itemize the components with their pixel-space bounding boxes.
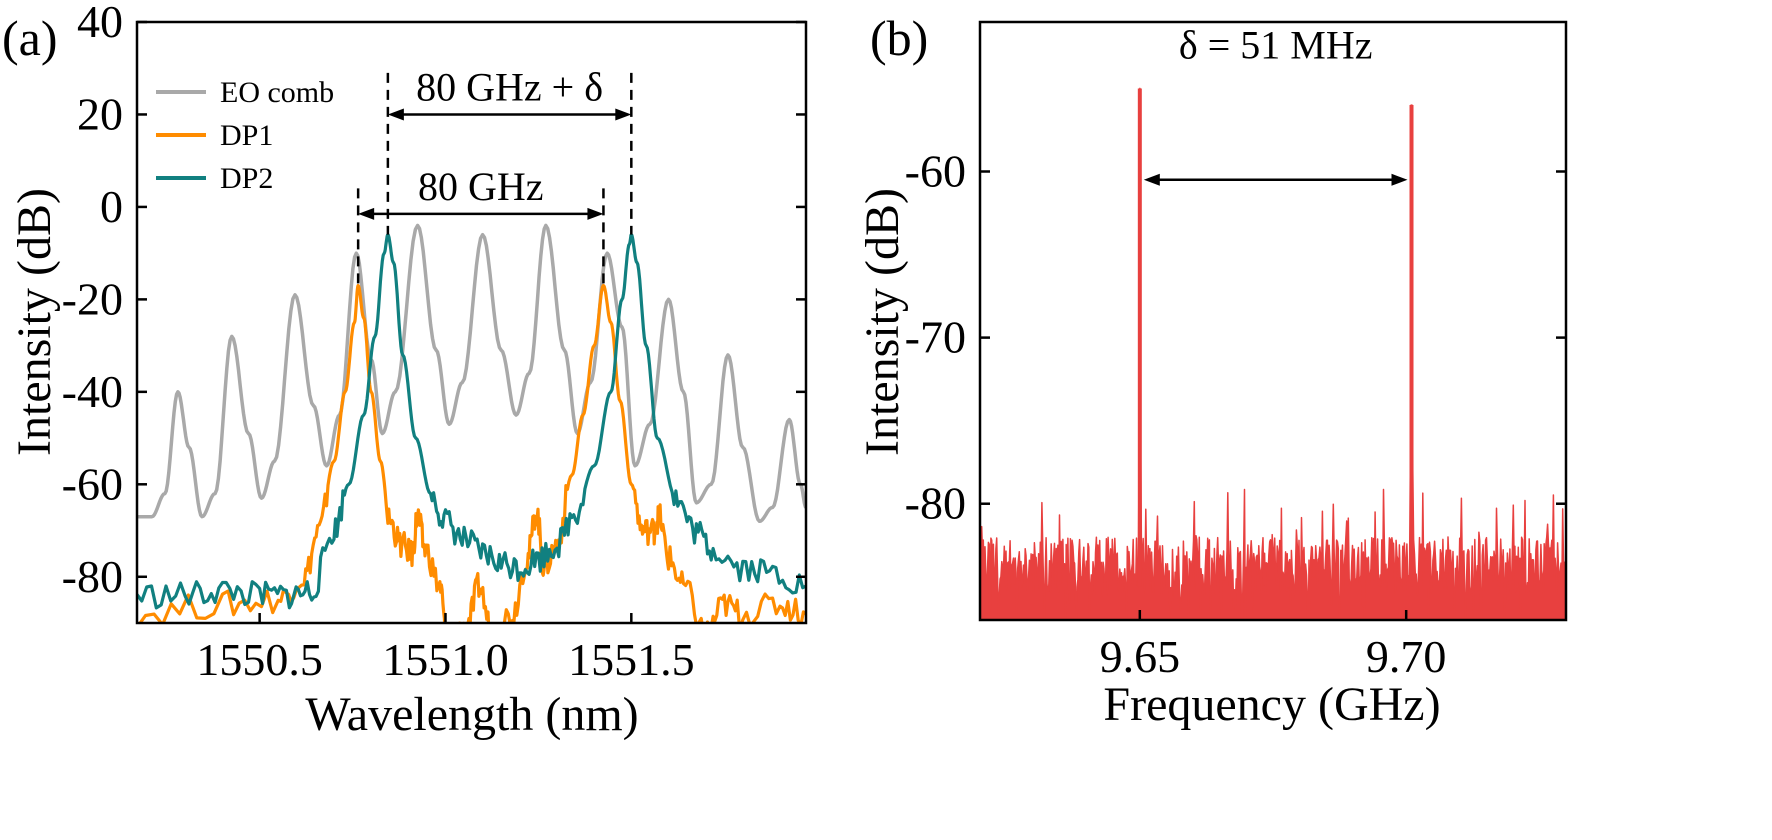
panel-b: (b) 9.65 9.70 -60 -70 -80 δ = 51 MHz Frequen… [856, 10, 1568, 731]
legend-label-dp2: DP2 [220, 162, 273, 195]
panel-a-y-axis-title: Intensity (dB) [8, 188, 61, 456]
panel-b-y-axis-title: Intensity (dB) [856, 188, 909, 456]
x-tick-label: 1551.0 [382, 634, 509, 685]
y-tick-label: -20 [62, 273, 123, 324]
legend-label-dp1: DP1 [220, 119, 273, 152]
panel-b-x-axis-title: Frequency (GHz) [1103, 678, 1440, 731]
spacing-label-1: 80 GHz + δ [416, 64, 603, 109]
series-beat-note-spectrum [980, 87, 1566, 620]
panel-a-frame [135, 20, 808, 625]
y-tick-label: -80 [905, 478, 966, 529]
panel-a-ticks: 1550.5 1551.0 1551.5 40 20 0 -20 -40 -60 -80 [62, 0, 806, 685]
panel-a: (a) 1550.5 1551.0 1551.540200-20-40-60-80 … [2, 0, 808, 741]
x-tick-label: 1550.5 [196, 634, 323, 685]
panel-b-plot-area [980, 87, 1566, 620]
panel-a-label: (a) [2, 10, 58, 66]
legend-label-eo-comb: EO comb [220, 76, 334, 109]
x-tick-label: 9.65 [1100, 631, 1181, 682]
x-tick-label: 1551.5 [568, 634, 695, 685]
y-tick-label: -40 [62, 366, 123, 417]
panel-b-ticks: 9.65 9.70 -60 -70 -80 [905, 146, 1566, 682]
spacing-arrow-2-head-left [358, 207, 375, 220]
panel-a-annotations: 80 GHz + δ 80 GHz [356, 64, 633, 286]
series-dp1 [138, 283, 806, 623]
delta-label: δ = 51 MHz [1179, 23, 1373, 68]
delta-arrow-head-left [1143, 173, 1160, 186]
panel-b-label: (b) [870, 10, 928, 66]
spacing-arrow-1-head-left [387, 108, 404, 121]
series-dp2 [137, 233, 806, 610]
y-tick-label: -60 [62, 458, 123, 509]
y-tick-label: 0 [100, 181, 123, 232]
spacing-label-2: 80 GHz [418, 164, 544, 209]
spacing-arrow-2-head-right [587, 207, 604, 220]
panel-b-annotations: δ = 51 MHz [1143, 23, 1408, 186]
y-tick-label: -60 [905, 146, 966, 197]
x-tick-label: 9.70 [1366, 631, 1447, 682]
y-tick-label: -80 [62, 551, 123, 602]
panel-a-x-axis-title: Wavelength (nm) [305, 688, 638, 741]
spacing-arrow-1-head-right [615, 108, 632, 121]
y-tick-label: 40 [77, 0, 123, 47]
panel-a-legend: EO comb DP1 DP2 [156, 76, 334, 195]
y-tick-label: -70 [905, 312, 966, 363]
series-eo-comb [137, 223, 806, 524]
panel-b-frame [978, 20, 1568, 622]
panel-a-plot-area [137, 223, 806, 623]
y-tick-label: 20 [77, 88, 123, 139]
delta-arrow-head-right [1391, 173, 1408, 186]
